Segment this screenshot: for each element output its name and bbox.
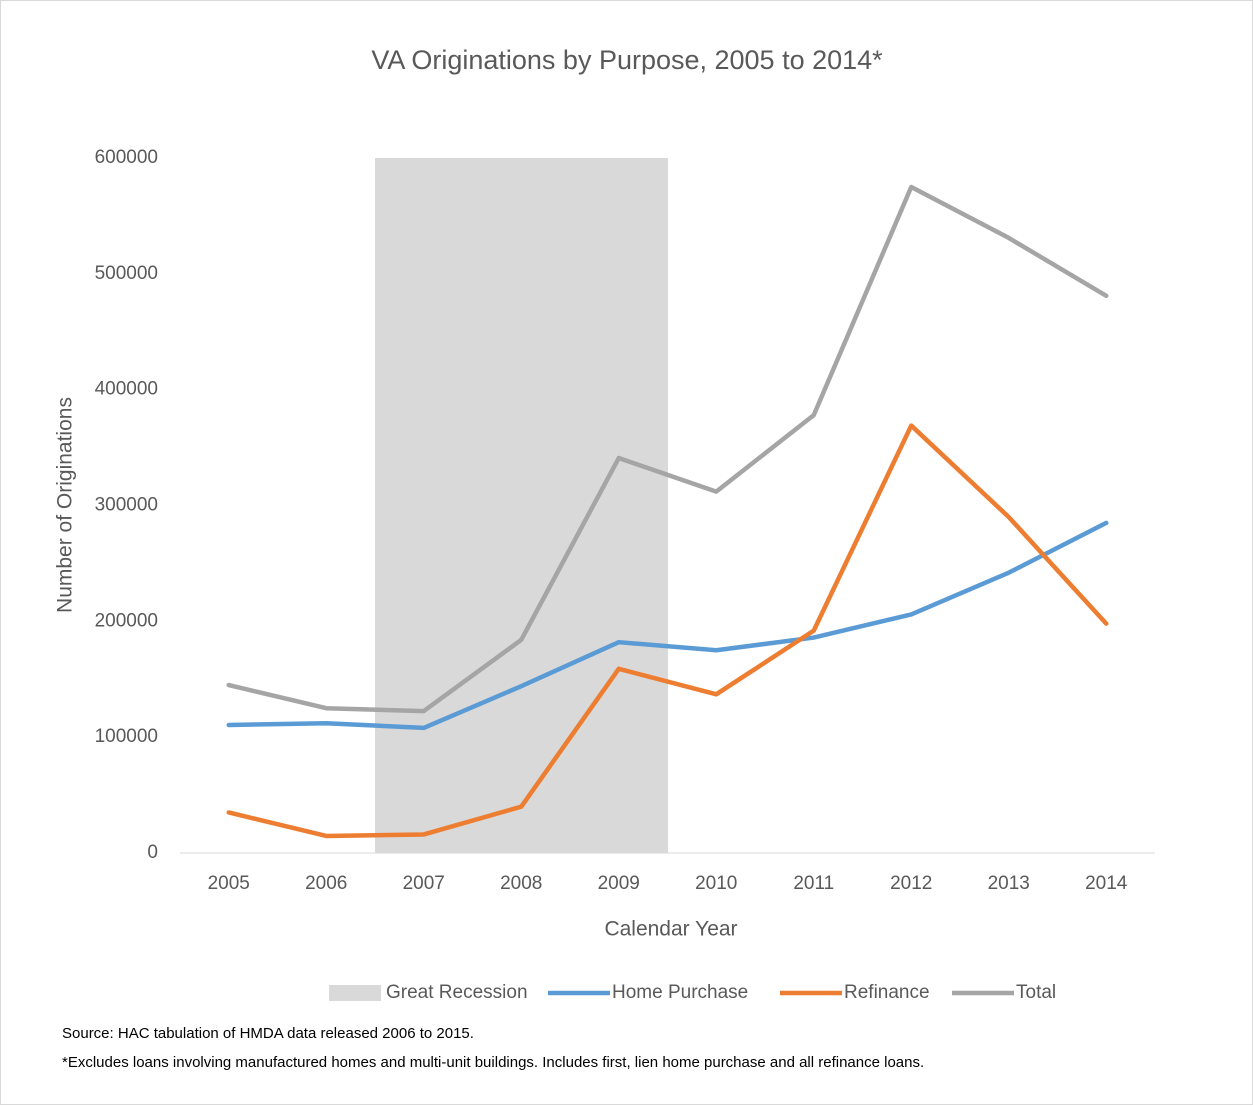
y-tick-label: 500000	[95, 263, 158, 284]
x-tick-label: 2010	[695, 873, 737, 894]
series-line	[226, 184, 1109, 714]
x-tick-label: 2008	[500, 873, 542, 894]
y-tick-label: 0	[147, 842, 158, 863]
recession-bar	[472, 158, 571, 853]
y-axis-title: Number of Originations	[54, 397, 77, 613]
y-tick-label: 600000	[95, 147, 158, 168]
x-tick-label: 2012	[890, 873, 932, 894]
recession-bar	[570, 158, 668, 853]
y-tick-label: 100000	[95, 726, 158, 747]
x-tick-label: 2013	[988, 873, 1030, 894]
x-tick-label: 2005	[208, 873, 250, 894]
legend-label: Refinance	[844, 982, 930, 1003]
legend-swatch	[329, 985, 381, 1001]
x-axis-title: Calendar Year	[604, 918, 737, 941]
x-tick-label: 2007	[403, 873, 445, 894]
x-tick-label: 2006	[305, 873, 347, 894]
y-tick-label: 300000	[95, 495, 158, 516]
footnote: *Excludes loans involving manufactured h…	[62, 1054, 924, 1071]
x-tick-label: 2009	[598, 873, 640, 894]
source-note: Source: HAC tabulation of HMDA data rele…	[62, 1025, 474, 1042]
legend-label: Total	[1016, 982, 1056, 1003]
x-tick-label: 2014	[1085, 873, 1128, 894]
series-line	[226, 520, 1109, 731]
chart-title: VA Originations by Purpose, 2005 to 2014…	[371, 45, 883, 75]
legend-label: Great Recession	[386, 982, 528, 1003]
x-tick-label: 2011	[793, 873, 834, 894]
legend-label: Home Purchase	[612, 982, 748, 1003]
y-tick-label: 400000	[95, 379, 158, 400]
recession-bar	[375, 158, 473, 853]
y-tick-label: 200000	[95, 610, 158, 631]
series-line	[226, 423, 1109, 839]
